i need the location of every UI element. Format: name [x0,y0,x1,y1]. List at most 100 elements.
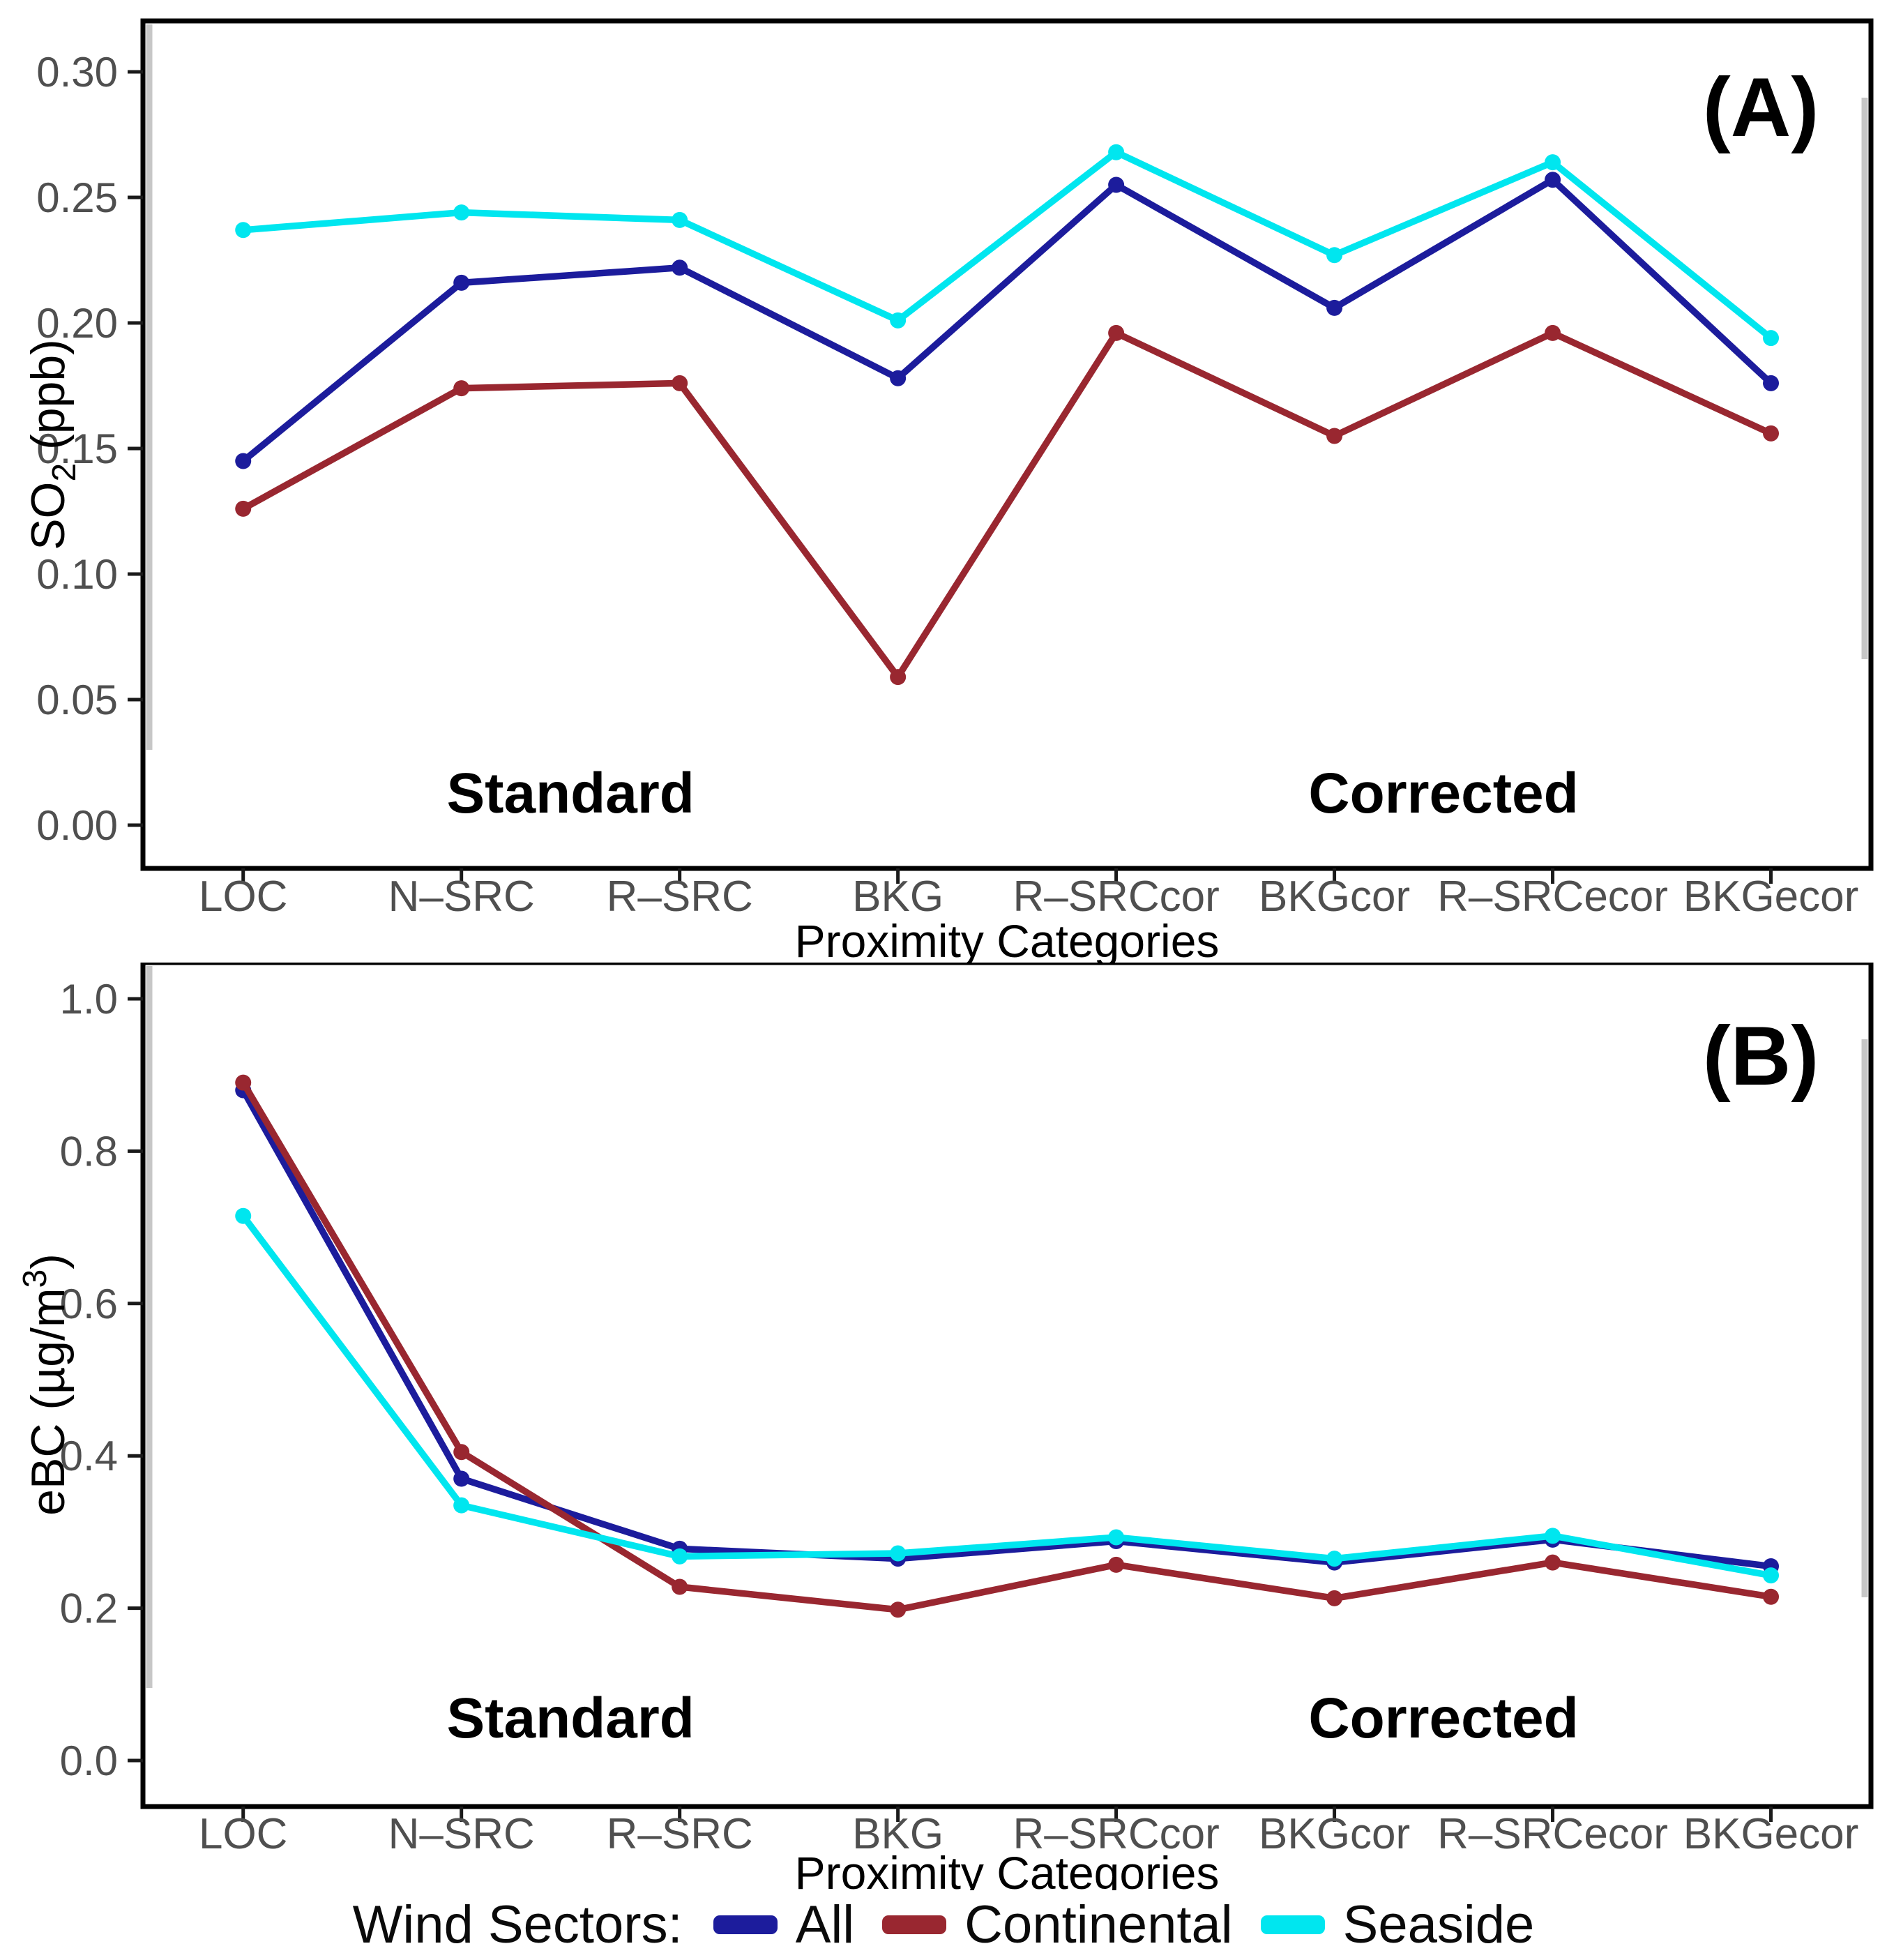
panel-b-y-tick-label: 0.0 [60,1737,118,1784]
panel-b-y-tick-label: 0.6 [60,1281,118,1327]
panel-b-annotation-corrected: Corrected [1308,1687,1578,1750]
panel-a-y-tick-label: 0.15 [36,425,118,472]
panel-b-y-tick-label: 0.2 [60,1585,118,1632]
series-line-continental [240,1080,1772,1613]
panel-a-y-tick-label: 0.05 [36,677,118,723]
panel-a-y-tick-label: 0.00 [36,802,118,849]
data-point-seaside [890,1545,907,1562]
data-point-continental [453,380,470,397]
data-point-continental [235,500,252,517]
data-point-all [235,453,252,469]
data-point-continental [453,1444,470,1461]
panel-a-x-tick-label: BKGecor [1683,873,1859,921]
data-point-seaside [235,1207,252,1224]
panel-b-label: (B) [1703,1009,1819,1103]
panel-a-x-tick-label: BKGcor [1259,873,1410,921]
panel-b-x-tick-label: R–SRC [607,1810,753,1858]
legend-label-seaside: Seaside [1342,1895,1535,1954]
legend-item-seaside: Seaside [1260,1894,1535,1955]
panel-a-x-tick-label: R–SRC [607,873,753,921]
data-point-continental [890,1601,907,1618]
panel-b-border [140,963,1874,1809]
panel-b-y-axis-title: eBC (µg/m3) [17,1253,75,1516]
data-point-all [672,259,688,276]
data-point-all [890,370,907,386]
panel-a-x-tick-label: R–SRCecor [1437,873,1668,921]
data-point-all [1108,176,1125,193]
panel-a-x-tick-label: LOC [199,873,287,921]
data-point-continental [1108,1556,1125,1573]
panel-a-y-tick-label: 0.25 [36,174,118,221]
panel-a-border [140,18,1874,871]
data-point-seaside [235,222,252,239]
panel-a-chart: 0.00 0.05 0.10 0.15 0.20 0.25 0.30 LOC N–SRC R–SR… [22,18,1874,963]
data-point-seaside [1545,1528,1561,1544]
data-point-all [1326,299,1343,316]
panel-b-y-tick-label: 1.0 [60,976,118,1023]
panel-a-x-tick-label: R–SRCcor [1013,873,1219,921]
panel-b-x-tick-label: LOC [199,1810,287,1858]
legend-title: Wind Sectors: [352,1895,683,1954]
panel-a-x-tick-label: N–SRC [388,873,535,921]
series-line-seaside [240,1214,1772,1579]
data-point-continental [1326,428,1343,444]
legend-item-all: All [713,1894,854,1955]
data-point-seaside [890,312,907,329]
panel-b-x-tick-label: R–SRCcor [1013,1810,1219,1858]
data-point-seaside [1108,1529,1125,1546]
legend-label-continental: Continental [964,1895,1233,1954]
data-point-continental [672,1578,688,1595]
panel-a-y-tick-label: 0.30 [36,49,118,96]
data-point-all [453,1470,470,1487]
panel-b-y-tick-label: 0.8 [60,1128,118,1175]
data-point-continental [672,375,688,391]
panel-a-label: (A) [1703,61,1819,154]
data-point-continental [1545,1554,1561,1571]
data-point-all [1545,172,1561,188]
panel-b-x-tick-label: R–SRCecor [1437,1810,1668,1858]
legend-item-continental: Continental [882,1894,1233,1955]
legend-swatch-seaside [1260,1915,1325,1934]
data-point-seaside [453,1497,470,1514]
series-line-continental [241,329,1773,681]
panel-a-y-tick-label: 0.20 [36,300,118,347]
data-point-continental [1763,425,1780,442]
data-point-continental [235,1074,252,1091]
panel-a-annotation-standard: Standard [446,762,694,825]
data-point-seaside [1545,154,1561,171]
data-point-seaside [1326,247,1343,264]
legend-items: All Continental Seaside [713,1894,1535,1955]
data-point-seaside [672,211,688,228]
legend-swatch-all [713,1915,778,1934]
panel-b-annotation-standard: Standard [446,1687,694,1750]
series-line-all [240,1088,1772,1570]
data-point-seaside [1763,330,1780,347]
legend-label-all: All [795,1895,855,1954]
data-point-seaside [1763,1567,1780,1584]
data-point-continental [1108,324,1125,341]
legend-swatch-continental [882,1915,947,1934]
panel-b-x-tick-label: N–SRC [388,1810,535,1858]
panel-a-y-tick-label: 0.10 [36,551,118,598]
series-line-seaside [243,149,1773,341]
panel-b-chart: 0.0 0.2 0.4 0.6 0.8 1.0 LOC N–SRC R–SRC BKG R–SRCc… [17,963,1874,1890]
panel-b-x-tick-label: BKGecor [1683,1810,1859,1858]
data-point-continental [1326,1590,1343,1606]
data-point-seaside [453,204,470,221]
series-line-all [241,176,1773,464]
panel-b-x-tick-label: BKGcor [1259,1810,1410,1858]
data-point-continental [890,669,907,686]
data-point-all [1763,375,1780,391]
data-point-seaside [1108,144,1125,160]
panel-b-x-tick-label: BKG [852,1810,944,1858]
panel-b-x-axis-title: Proximity Categories [795,1847,1220,1890]
panel-a-y-axis-title: SO2 (ppb) [22,339,83,550]
wind-sectors-legend: Wind Sectors: All Continental Seaside [0,1892,1887,1958]
data-point-seaside [672,1548,688,1565]
data-point-continental [1763,1588,1780,1605]
panel-a-annotation-corrected: Corrected [1308,762,1578,825]
panel-a-x-axis-title: Proximity Categories [795,915,1220,963]
data-point-continental [1545,324,1561,341]
panel-b-y-tick-label: 0.4 [60,1433,118,1479]
